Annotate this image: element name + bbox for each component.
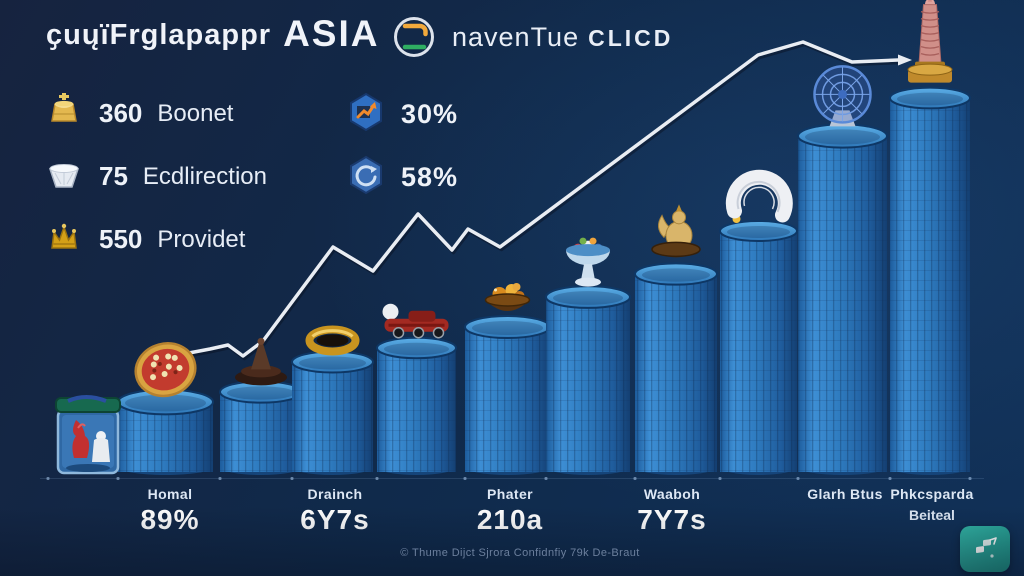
category-value: 210a: [476, 504, 544, 535]
category-name: Homal: [147, 486, 193, 502]
category-value: 7Y7s: [637, 504, 707, 535]
trend-arrow-icon: [898, 54, 912, 66]
bar-spinning-top: [219, 380, 303, 475]
stat-value: 75: [99, 161, 128, 191]
stat-row-boonet: 360 Boonet: [44, 91, 233, 136]
stat-row-30pct: 30%: [346, 92, 458, 137]
category-glarh-btus: Glarh Btus: [770, 486, 920, 504]
bar-gold-bangle: [291, 350, 374, 475]
category-name: Phkcsparda: [890, 486, 974, 502]
category-name: Waaboh: [643, 486, 701, 502]
stat-value: 58%: [401, 162, 459, 192]
category-subname: Beiteal: [909, 507, 955, 523]
axis-tick: [116, 477, 120, 480]
axis-tick: [463, 477, 467, 480]
ferris-wheel-icon: [813, 65, 872, 127]
pink-tower-icon: [907, 0, 953, 83]
amber-basket-icon: [484, 282, 531, 311]
brand-name: navenTue CLICD: [452, 22, 673, 53]
bar-ferris-wheel: [797, 123, 888, 475]
axis-tick: [290, 477, 294, 480]
stat-value: 360: [99, 98, 143, 128]
axis-tick: [375, 477, 379, 480]
category-phater: Phater 210a: [435, 486, 585, 536]
stat-value: 550: [99, 224, 143, 254]
stat-row-ecdlirection: 75 Ecdlirection: [44, 154, 267, 199]
stat-row-providet: 550 Providet: [44, 217, 245, 262]
title-region-text: ASIA: [283, 13, 380, 54]
fruit-compote-icon: [566, 237, 610, 287]
category-value: 6Y7s: [300, 504, 370, 535]
axis-tick: [633, 477, 637, 480]
category-value: 89%: [140, 504, 200, 535]
bar-gold-figurine: [634, 262, 718, 475]
bar-fruit-compote: [545, 285, 631, 475]
category-homal: Homal 89%: [95, 486, 245, 536]
axis-tick: [544, 477, 548, 480]
axis-tick: [218, 477, 222, 480]
aquarium-icon: [55, 395, 121, 475]
gold-bangle-icon: [305, 325, 360, 356]
stat-label: Boonet: [157, 99, 234, 127]
stat-label: Ecdlirection: [142, 162, 267, 190]
category-name: Phater: [487, 486, 533, 502]
hex-chart-icon: [346, 92, 386, 137]
stat-row-58pct: 58%: [346, 155, 458, 200]
brand-suffix-text: CLICD: [588, 25, 674, 51]
footnote-text: © Thume Dijct Sjrora Confidnfiy 79k De-B…: [400, 547, 640, 559]
gold-crown-icon: [44, 217, 84, 262]
category-name: Drainch: [307, 486, 363, 502]
bar-toy-car: [376, 336, 457, 475]
category-name: Glarh Btus: [807, 486, 883, 502]
bar-amber-basket: [464, 314, 551, 475]
stat-label: Providet: [157, 225, 246, 253]
axis-tick: [888, 477, 892, 480]
stat-value: 30%: [401, 99, 459, 129]
title-garbled-text: ҫuųïFrglapappr: [46, 19, 272, 51]
chart-baseline: [40, 478, 984, 479]
gold-figurine-icon: [651, 204, 701, 258]
teal-app-logo-icon: [960, 526, 1010, 572]
gold-cake-icon: [44, 91, 84, 136]
axis-tick: [718, 477, 722, 480]
hex-refresh-icon: [346, 155, 386, 200]
white-wave-icon: [725, 169, 793, 223]
category-phkcsparda: Phkcsparda Beiteal: [857, 486, 1007, 523]
trend-line: [166, 40, 900, 359]
category-waaboh: Waaboh 7Y7s: [597, 486, 747, 536]
spinning-top-icon: [235, 337, 287, 386]
bar-pink-tower: [889, 86, 971, 475]
category-drainch: Drainch 6Y7s: [260, 486, 410, 536]
pizza-icon: [134, 342, 197, 398]
ring-logo-icon: [392, 15, 436, 59]
bar-pizza: [117, 388, 214, 475]
axis-tick: [968, 477, 972, 480]
toy-car-icon: [382, 303, 449, 339]
silver-basket-icon: [44, 154, 84, 199]
brand-text: navenTue: [452, 22, 580, 52]
page-title: ҫuųïFrglapappr ASIA: [46, 13, 379, 55]
axis-tick: [46, 477, 50, 480]
axis-tick: [796, 477, 800, 480]
bar-white-wave: [719, 219, 798, 475]
